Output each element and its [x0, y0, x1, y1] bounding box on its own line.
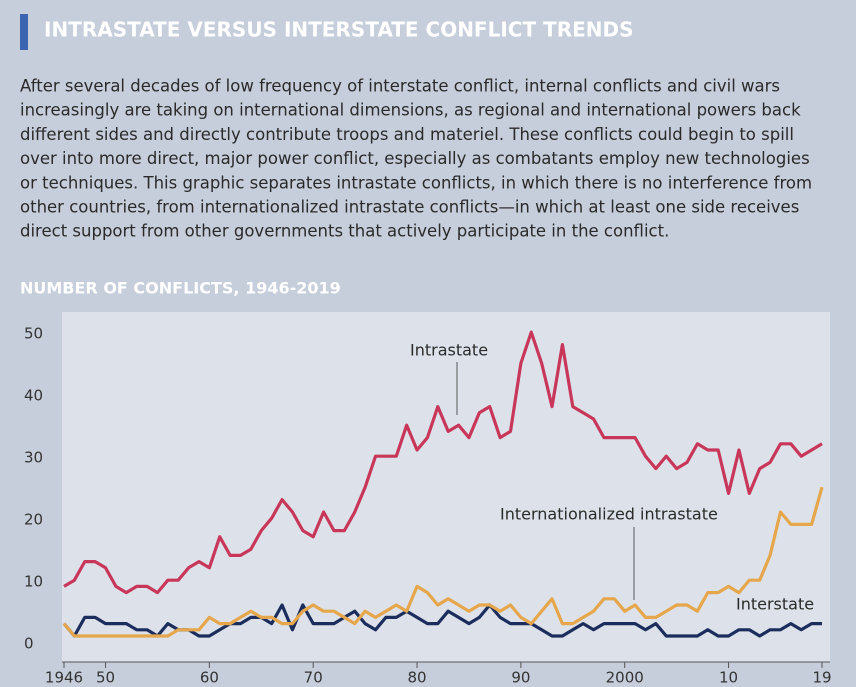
description-line: over into more direct, major power confl… [20, 149, 810, 168]
x-tick-label: 70 [304, 669, 323, 687]
series-label: Intrastate [410, 341, 488, 360]
plot-area [62, 312, 830, 662]
y-tick-label: 0 [24, 635, 34, 653]
x-tick-label: 2000 [606, 669, 644, 687]
x-tick-label: 19 [812, 669, 831, 687]
description-line: After several decades of low frequency o… [20, 77, 780, 96]
y-tick-label: 20 [24, 511, 43, 529]
x-tick-label: 90 [511, 669, 530, 687]
description-line: other countries, from internationalized … [20, 198, 799, 217]
series-line [62, 486, 824, 638]
series-label: Internationalized intrastate [500, 505, 718, 524]
description-line: different sides and directly contribute … [20, 125, 794, 144]
y-tick-label: 40 [24, 387, 43, 405]
heading: INTRASTATE VERSUS INTERSTATE CONFLICT TR… [44, 18, 634, 42]
x-tick-label: 80 [407, 669, 426, 687]
description-line: increasingly are taking on international… [20, 101, 801, 120]
x-tick-label: 50 [96, 669, 115, 687]
description-line: direct support from other governments th… [20, 222, 669, 241]
description-line: or techniques. This graphic separates in… [20, 173, 812, 192]
heading-bar [20, 14, 28, 50]
series-label: Interstate [736, 595, 814, 614]
y-tick-label: 10 [24, 573, 43, 591]
y-tick-label: 30 [24, 449, 43, 467]
y-tick-label: 50 [24, 325, 43, 343]
x-tick-label: 10 [719, 669, 738, 687]
x-tick-label: 1946 [45, 669, 83, 687]
x-tick-label: 60 [200, 669, 219, 687]
series-line [63, 330, 823, 595]
chart-title: NUMBER OF CONFLICTS, 1946-2019 [20, 279, 341, 298]
